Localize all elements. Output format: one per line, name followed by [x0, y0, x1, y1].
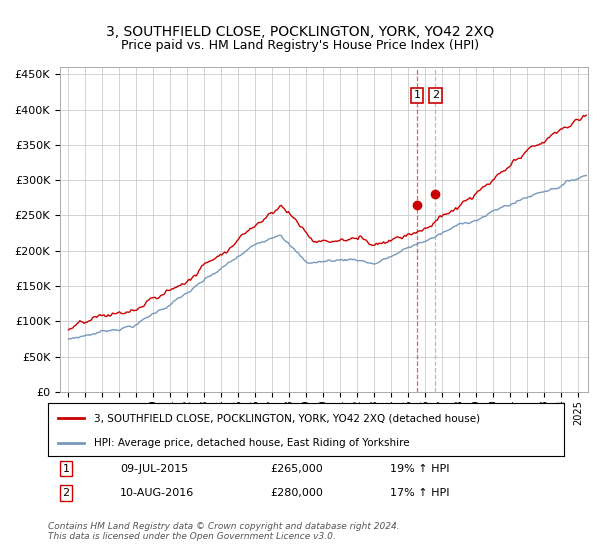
Text: 1: 1 [62, 464, 70, 474]
Text: £265,000: £265,000 [270, 464, 323, 474]
Text: 2: 2 [432, 91, 439, 100]
Text: 3, SOUTHFIELD CLOSE, POCKLINGTON, YORK, YO42 2XQ: 3, SOUTHFIELD CLOSE, POCKLINGTON, YORK, … [106, 25, 494, 39]
Text: HPI: Average price, detached house, East Riding of Yorkshire: HPI: Average price, detached house, East… [94, 438, 410, 448]
Text: 09-JUL-2015: 09-JUL-2015 [120, 464, 188, 474]
Text: 19% ↑ HPI: 19% ↑ HPI [390, 464, 449, 474]
Text: 1: 1 [413, 91, 421, 100]
Text: 3, SOUTHFIELD CLOSE, POCKLINGTON, YORK, YO42 2XQ (detached house): 3, SOUTHFIELD CLOSE, POCKLINGTON, YORK, … [94, 413, 481, 423]
Text: 17% ↑ HPI: 17% ↑ HPI [390, 488, 449, 498]
Text: 2: 2 [62, 488, 70, 498]
Text: Contains HM Land Registry data © Crown copyright and database right 2024.
This d: Contains HM Land Registry data © Crown c… [48, 522, 400, 542]
Text: £280,000: £280,000 [270, 488, 323, 498]
Text: Price paid vs. HM Land Registry's House Price Index (HPI): Price paid vs. HM Land Registry's House … [121, 39, 479, 52]
Text: 10-AUG-2016: 10-AUG-2016 [120, 488, 194, 498]
